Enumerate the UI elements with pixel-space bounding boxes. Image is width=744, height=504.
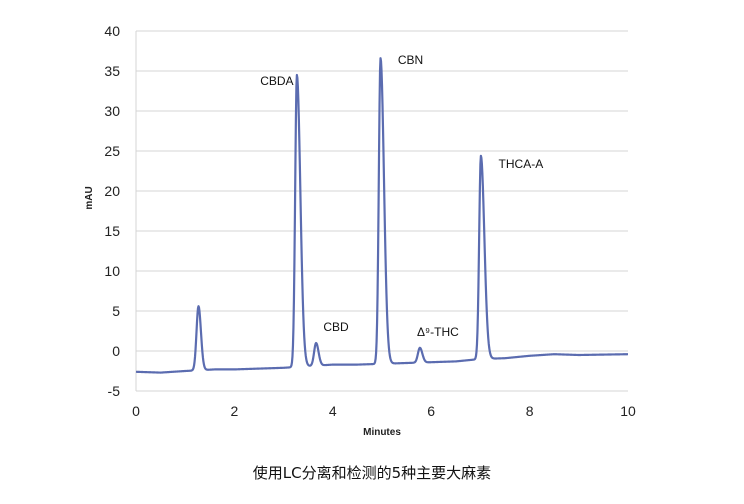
peak-labels: CBDA CBD CBN Δ⁹-THC THCA-A: [260, 53, 543, 339]
y-tick-label: 25: [104, 143, 120, 159]
y-tick-label: 10: [104, 263, 120, 279]
peak-label: CBDA: [260, 74, 293, 88]
y-tick-label: -5: [108, 383, 121, 399]
peak-label: CBD: [323, 320, 349, 334]
x-tick-label: 4: [329, 403, 337, 419]
x-tick-label: 0: [132, 403, 140, 419]
y-tick-label: 20: [104, 183, 120, 199]
y-tick-label: 40: [104, 23, 120, 39]
y-axis-title: mAU: [84, 186, 95, 209]
x-axis-title: Minutes: [363, 427, 401, 438]
x-tick-label: 2: [231, 403, 239, 419]
chromatogram-chart: -5 0 5 10 15 20 25 30 35 40 0 2 4 6 8 10 mAU Minutes C…: [84, 23, 636, 438]
y-tick-label: 0: [112, 343, 120, 359]
y-tick-label: 35: [104, 63, 120, 79]
peak-label: Δ⁹-THC: [417, 325, 459, 339]
y-tick-label: 15: [104, 223, 120, 239]
y-tick-label: 30: [104, 103, 120, 119]
x-tick-label: 6: [427, 403, 435, 419]
x-tick-label: 8: [526, 403, 534, 419]
x-tick-labels: 0 2 4 6 8 10: [132, 403, 636, 419]
y-tick-labels: -5 0 5 10 15 20 25 30 35 40: [104, 23, 120, 399]
y-tick-label: 5: [112, 303, 120, 319]
chromatogram-trace: [135, 57, 629, 374]
figure-caption: 使用LC分离和检测的5种主要大麻素: [252, 464, 492, 482]
peak-label: CBN: [398, 53, 423, 67]
peak-label: THCA-A: [499, 157, 544, 171]
x-tick-label: 10: [620, 403, 636, 419]
